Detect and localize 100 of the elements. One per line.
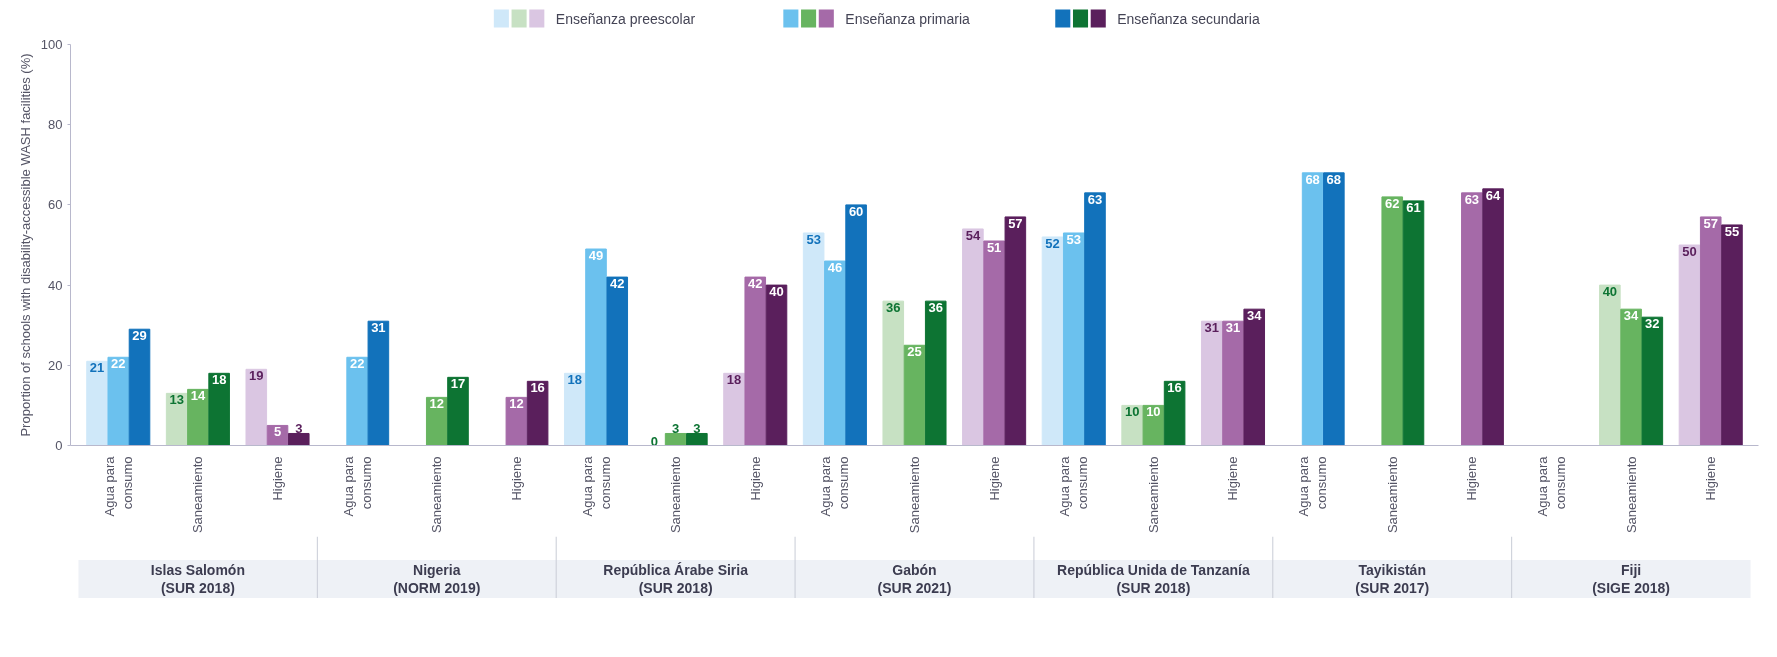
legend-label: Enseñanza preescolar [555, 10, 696, 27]
bar [882, 300, 905, 446]
bar [802, 232, 825, 446]
x-tick-label: Higiene [747, 456, 763, 501]
data-label: 13 [169, 392, 184, 408]
x-tick-label: Higiene [1225, 456, 1241, 501]
x-tick-label: Agua para consumo [579, 455, 613, 517]
bar [563, 372, 586, 446]
x-tick-label: Agua para consumo [1534, 455, 1568, 517]
data-label: 63 [1087, 191, 1103, 207]
bar [1200, 320, 1223, 446]
data-label: 3 [672, 421, 680, 437]
bar [1062, 232, 1085, 446]
data-label: 18 [726, 372, 742, 388]
x-tick-label: Saneamiento [429, 456, 445, 534]
data-label: 34 [1623, 308, 1640, 324]
data-label: 53 [806, 231, 821, 247]
text: Tayikistán (SUR 2017) [1355, 562, 1430, 597]
data-label: 36 [928, 300, 943, 316]
bar [1599, 284, 1621, 446]
x-tick-label: Higiene [508, 456, 524, 501]
y-tick-label: 40 [48, 277, 63, 293]
data-label: 10 [1146, 404, 1161, 420]
data-label: 54 [965, 227, 981, 243]
bar [1142, 404, 1165, 446]
bar [1243, 308, 1266, 446]
bar [824, 260, 846, 446]
x-tick-label: Higiene [1464, 456, 1480, 501]
data-label: 51 [986, 239, 1002, 255]
bar [1004, 216, 1027, 446]
bar [526, 380, 549, 446]
data-label: 12 [429, 396, 444, 412]
data-label: 22 [111, 356, 126, 372]
bar [1041, 236, 1064, 446]
data-label: 22 [349, 356, 365, 372]
x-tick-label: Saneamiento [190, 456, 206, 534]
bar [1461, 192, 1483, 446]
bar [664, 432, 687, 446]
bar [1323, 172, 1345, 446]
text: Gabón (SUR 2021) [877, 562, 952, 597]
bar [367, 320, 390, 446]
x-tick-label: Higiene [1703, 456, 1719, 501]
x-tick-label: Agua para consumo [340, 455, 374, 517]
data-label: 18 [211, 372, 227, 388]
x-tick-label: Agua para consumo [1057, 455, 1091, 517]
data-label: 17 [450, 376, 466, 392]
y-axis-title: Proportion of schools with disability-accessible WASH facilities (%) [17, 53, 33, 437]
legend-label: Enseñanza secundaria [1117, 10, 1260, 27]
bar [1721, 224, 1743, 446]
y-tick-label: 20 [48, 357, 63, 373]
bar [1084, 192, 1106, 446]
bar [505, 396, 528, 446]
data-label: 63 [1464, 191, 1480, 207]
data-label: 19 [249, 368, 264, 384]
bar [585, 248, 607, 446]
bar [208, 372, 230, 446]
bar [924, 300, 947, 446]
data-label: 34 [1246, 308, 1263, 324]
bar [1402, 200, 1425, 446]
y-tick-label: 80 [48, 117, 63, 133]
data-label: 42 [610, 276, 625, 292]
text: Nigeria (NORM 2019) [393, 562, 481, 597]
data-label: 68 [1305, 171, 1320, 187]
bar [1482, 188, 1504, 446]
bar [1301, 172, 1324, 446]
x-tick-label: Saneamiento [1623, 456, 1639, 534]
data-label: 60 [848, 203, 864, 219]
data-label: 57 [1008, 215, 1023, 231]
bar [1222, 320, 1244, 446]
data-label: 3 [295, 421, 303, 437]
text: Fiji (SIGE 2018) [1592, 562, 1671, 597]
data-label: 18 [567, 372, 583, 388]
data-label: 40 [769, 284, 784, 300]
bar [765, 284, 788, 446]
data-label: 12 [509, 396, 524, 412]
bar [1641, 316, 1664, 446]
data-label: 49 [588, 248, 604, 264]
data-label: 55 [1724, 223, 1740, 239]
bar [845, 204, 867, 446]
data-label: 14 [190, 388, 206, 404]
data-label: 62 [1385, 195, 1400, 211]
data-label: 31 [1204, 320, 1219, 336]
x-tick-label: Agua para consumo [1296, 455, 1330, 517]
data-label: 5 [273, 424, 282, 440]
bar [686, 432, 708, 446]
y-tick-label: 0 [55, 438, 63, 453]
data-label: 50 [1682, 244, 1697, 259]
data-label: 68 [1326, 171, 1342, 187]
x-tick-label: Saneamiento [1384, 456, 1400, 534]
x-tick-label: Saneamiento [907, 456, 922, 534]
bar [744, 276, 767, 446]
bar [723, 372, 745, 446]
data-label: 16 [1167, 380, 1182, 396]
x-tick-label: Saneamiento [1145, 456, 1161, 534]
x-tick-label: Saneamiento [668, 456, 684, 534]
x-tick-label: Agua para consumo [818, 455, 852, 517]
x-tick-label: Higiene [986, 456, 1002, 501]
data-label: 46 [827, 260, 843, 276]
bar [903, 344, 926, 446]
data-label: 53 [1066, 231, 1081, 247]
